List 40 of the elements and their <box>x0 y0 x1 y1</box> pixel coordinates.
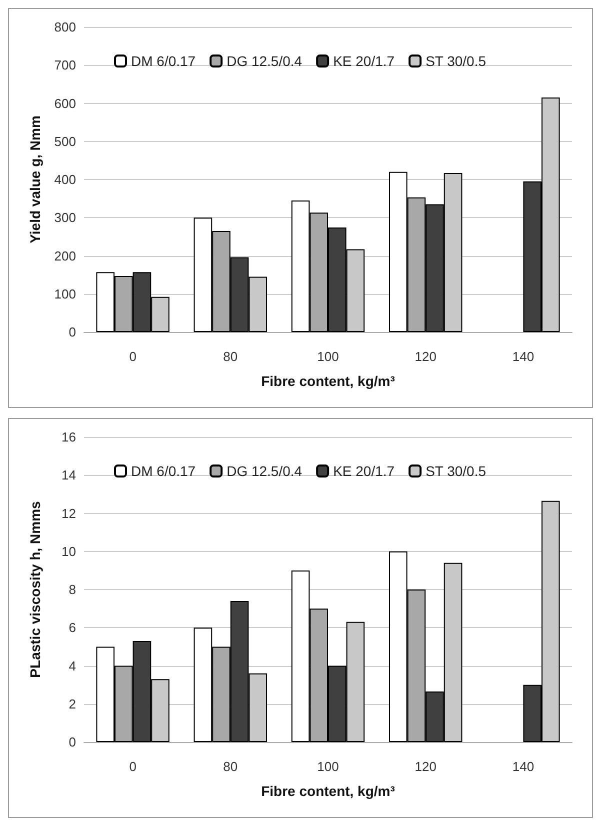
legend-label: ST 30/0.5 <box>426 53 486 69</box>
y-tick-label: 8 <box>68 582 76 597</box>
y-tick-label: 700 <box>54 58 76 73</box>
x-tick-label: 100 <box>317 759 339 774</box>
y-tick-label: 200 <box>54 248 76 264</box>
x-tick-label: 0 <box>129 349 136 364</box>
legend-label: KE 20/1.7 <box>333 53 395 69</box>
legend-label: DG 12.5/0.4 <box>226 53 302 69</box>
x-tick-label: 140 <box>512 349 534 364</box>
y-tick-label: 0 <box>68 324 76 340</box>
y-tick-label: 100 <box>54 286 76 302</box>
legend-label: DM 6/0.17 <box>131 53 196 69</box>
legend-label: KE 20/1.7 <box>333 463 395 479</box>
y-tick-label: 400 <box>54 172 76 187</box>
x-tick-label: 80 <box>223 759 238 774</box>
x-tick-label: 120 <box>414 349 436 364</box>
x-tick-label: 120 <box>414 759 436 774</box>
x-tick-label: 140 <box>512 759 534 774</box>
y-tick-label: 800 <box>54 20 76 34</box>
legend-label: ST 30/0.5 <box>426 463 486 479</box>
x-tick-label: 80 <box>223 349 238 364</box>
y-axis-title: PLastic viscosity h, Nmms <box>27 500 43 678</box>
y-tick-label: 6 <box>68 620 76 636</box>
y-tick-label: 600 <box>54 96 76 111</box>
y-tick-label: 300 <box>54 210 76 226</box>
x-tick-label: 0 <box>129 759 136 774</box>
y-tick-label: 12 <box>62 506 76 521</box>
y-tick-label: 14 <box>62 468 76 483</box>
x-axis-title: Fibre content, kg/m³ <box>261 373 396 389</box>
legend-label: DM 6/0.17 <box>131 463 196 479</box>
legend-label: DG 12.5/0.4 <box>226 463 302 479</box>
x-tick-label: 100 <box>317 349 339 364</box>
y-tick-label: 10 <box>62 544 76 559</box>
y-tick-label: 4 <box>68 658 76 674</box>
y-tick-label: 0 <box>68 734 76 750</box>
y-tick-label: 2 <box>68 696 76 712</box>
y-tick-label: 500 <box>54 134 76 149</box>
y-axis-title: Yield value g, Nmm <box>27 116 43 244</box>
x-axis-title: Fibre content, kg/m³ <box>261 783 396 799</box>
y-tick-label: 16 <box>62 430 76 444</box>
